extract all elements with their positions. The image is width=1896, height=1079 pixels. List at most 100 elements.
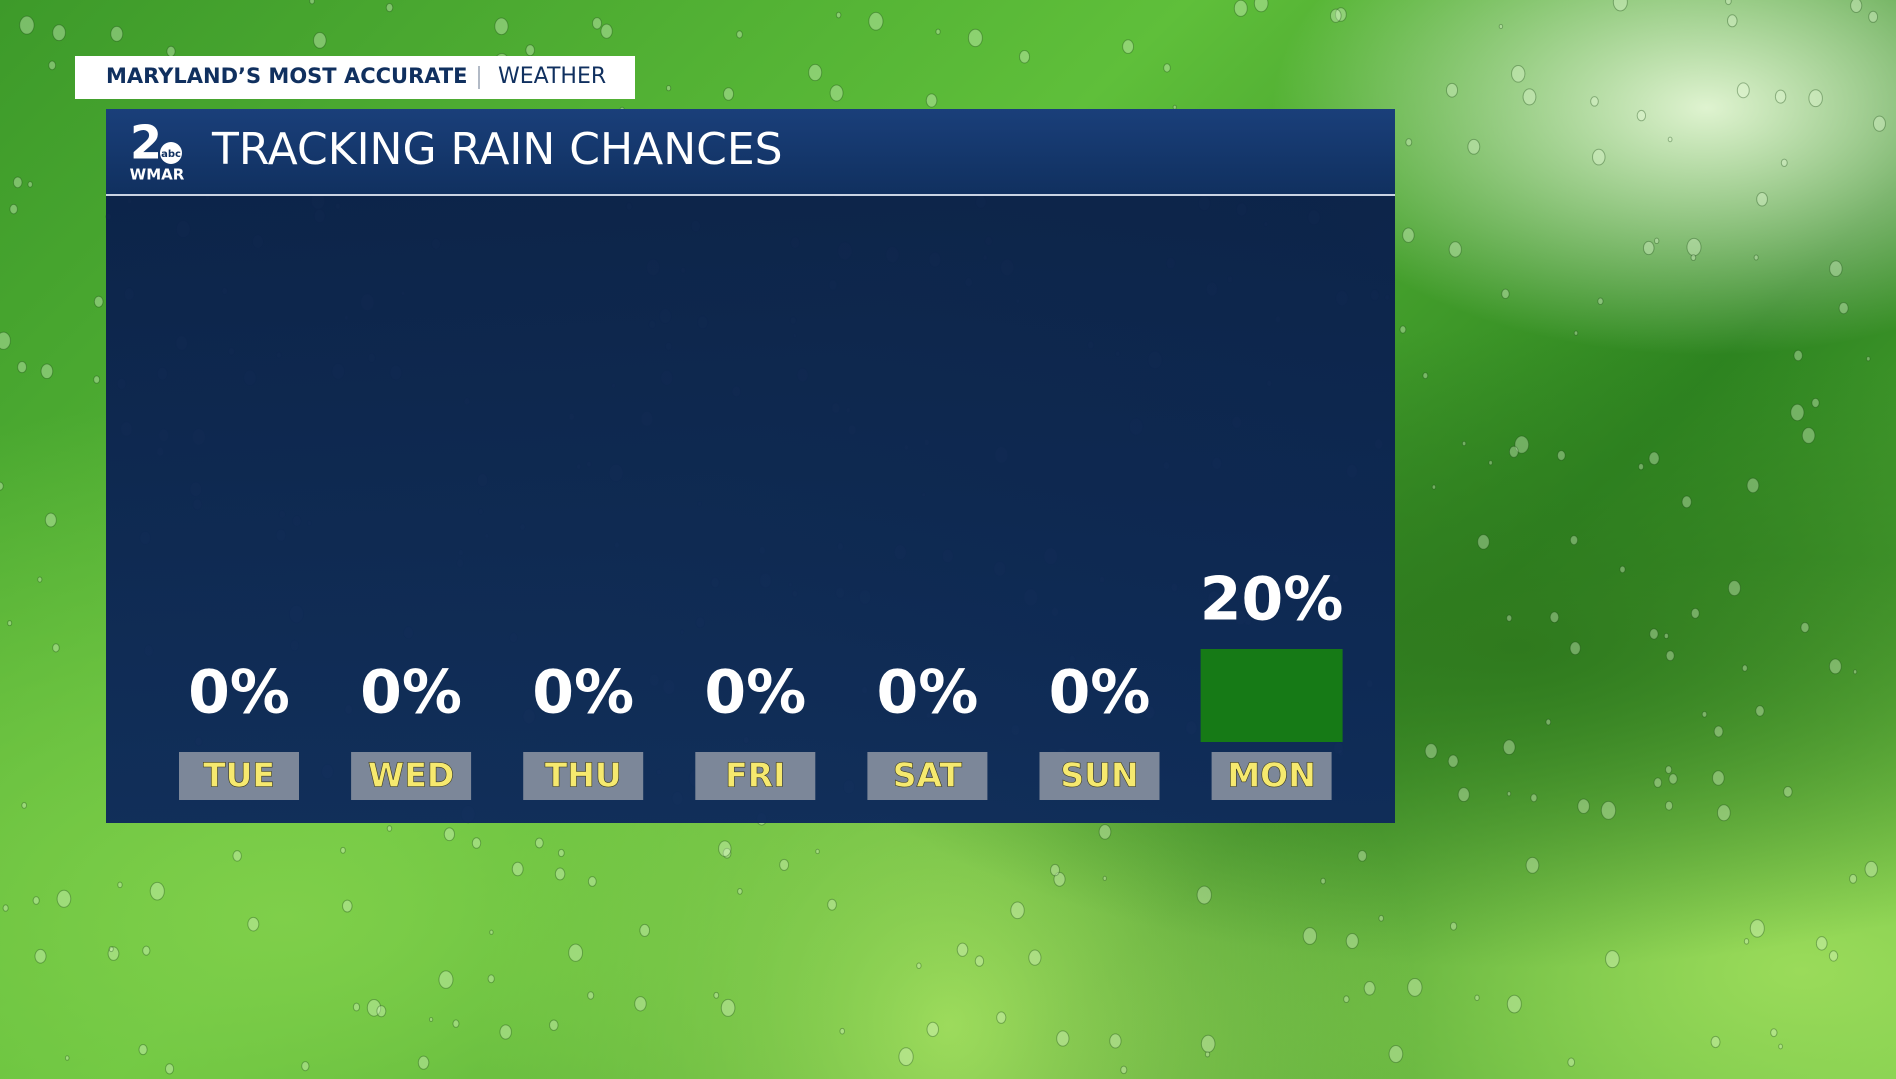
drop — [1636, 109, 1647, 122]
drop — [1549, 611, 1560, 624]
drop — [718, 840, 732, 857]
drop — [1514, 435, 1530, 454]
drop — [1343, 995, 1350, 1004]
drop — [232, 850, 242, 862]
drop — [1200, 1034, 1216, 1053]
drop — [967, 28, 983, 48]
drop — [1407, 977, 1423, 997]
drop — [1399, 325, 1407, 334]
drop — [376, 1005, 387, 1018]
day-box — [351, 752, 472, 800]
drop — [1422, 372, 1429, 380]
drop — [309, 0, 315, 5]
day-label: MON — [1227, 756, 1316, 795]
drop — [1511, 64, 1526, 83]
drop — [829, 84, 844, 102]
drop — [1590, 96, 1599, 107]
drop — [557, 848, 565, 858]
bar — [1200, 649, 1343, 742]
drop — [117, 881, 123, 889]
drop — [1852, 669, 1858, 675]
drop — [1172, 104, 1177, 110]
drop — [37, 576, 43, 583]
drop — [1525, 856, 1540, 874]
drop — [525, 44, 536, 57]
drop — [40, 363, 54, 380]
banner-left: MARYLAND’S MOST ACCURATE — [106, 64, 468, 88]
logo-network: abc — [161, 149, 181, 160]
drop — [1712, 770, 1725, 786]
drop — [1320, 877, 1326, 885]
drop — [722, 847, 732, 859]
drop — [1102, 875, 1107, 881]
drop — [1619, 565, 1626, 574]
day-box — [179, 752, 299, 800]
drop — [1653, 777, 1663, 788]
value-label: 20% — [1200, 565, 1344, 635]
drop — [600, 23, 613, 39]
drop — [736, 30, 743, 39]
drop — [64, 1055, 70, 1061]
drop — [44, 512, 57, 528]
drop — [138, 1043, 148, 1056]
drop — [898, 1047, 914, 1067]
drop — [1522, 88, 1537, 106]
drop — [916, 962, 922, 969]
drop — [1710, 1035, 1721, 1049]
drop — [1204, 1051, 1211, 1058]
drop — [1449, 921, 1458, 931]
drop — [1726, 14, 1738, 28]
drop — [32, 896, 40, 905]
drop — [1727, 580, 1741, 597]
drop — [1577, 798, 1590, 814]
drop — [1665, 765, 1673, 774]
drop — [1778, 1043, 1783, 1050]
drop — [342, 899, 353, 913]
drop — [1302, 927, 1318, 945]
drop — [386, 825, 393, 832]
drop — [1872, 115, 1886, 132]
drop — [1600, 800, 1617, 820]
drop — [487, 974, 495, 984]
drop — [1829, 260, 1843, 278]
drop — [1811, 397, 1820, 408]
drop — [587, 991, 595, 1000]
drop — [1667, 136, 1673, 143]
drop — [1122, 39, 1135, 54]
day-box — [1211, 752, 1332, 800]
drop — [1597, 297, 1604, 306]
drop — [1690, 254, 1697, 262]
day-label: SAT — [893, 756, 963, 795]
drop — [808, 63, 823, 82]
drop — [839, 1027, 846, 1035]
drop — [1477, 534, 1490, 550]
drop — [591, 17, 603, 30]
drop — [737, 887, 743, 895]
drop — [1736, 82, 1750, 99]
drop — [634, 996, 647, 1012]
banner-right: WEATHER — [498, 64, 606, 89]
drop — [1334, 7, 1347, 22]
value-label: 0% — [876, 658, 978, 728]
chart-title: TRACKING RAIN CHANCES — [211, 124, 783, 175]
drop — [1163, 63, 1171, 73]
drop — [587, 876, 597, 887]
drop — [0, 481, 4, 491]
drop — [1447, 754, 1459, 768]
drop — [52, 24, 66, 42]
drop — [366, 998, 382, 1017]
drop — [352, 1002, 361, 1012]
drop — [1508, 445, 1519, 458]
drop — [1648, 451, 1660, 466]
drop — [21, 801, 28, 809]
drop — [93, 375, 101, 384]
drop — [1605, 950, 1620, 969]
drop — [1506, 994, 1522, 1014]
drop — [17, 361, 27, 374]
drop — [868, 11, 884, 31]
drop — [149, 881, 165, 901]
drop — [1402, 227, 1415, 243]
drop — [1445, 82, 1459, 98]
